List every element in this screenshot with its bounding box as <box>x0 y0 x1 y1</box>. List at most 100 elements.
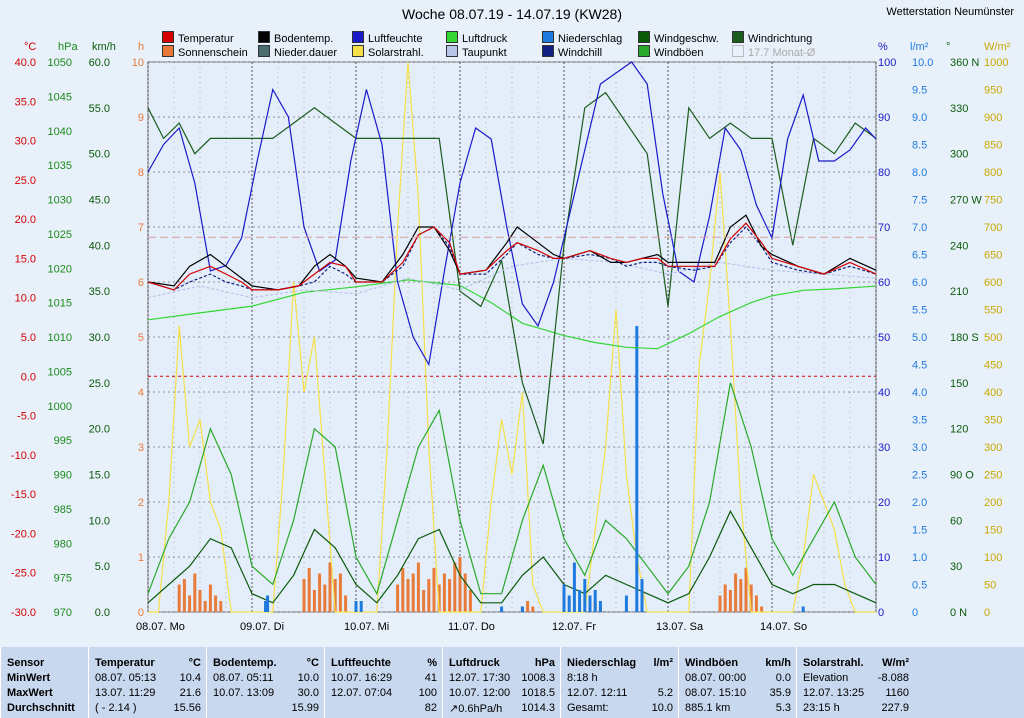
precip_lm2-tick: 1.5 <box>912 525 927 537</box>
niederschlag-bar <box>624 595 628 612</box>
niederschlag-bar <box>583 579 587 612</box>
stats-avg-value: 82 <box>424 702 437 714</box>
sonnenschein-bar <box>338 573 342 612</box>
stats-avg-time: ↗0.6hPa/h <box>449 703 503 715</box>
sonnenschein-bar <box>442 573 446 612</box>
sonnenschein-bar <box>760 606 764 612</box>
temp_c-tick: 20.0 <box>15 214 36 226</box>
stats-table: Sensor MinWert MaxWert Durchschnitt Temperat… <box>0 647 1024 718</box>
legend-swatch <box>542 31 554 43</box>
winddir_deg-tick: 30 <box>950 561 962 573</box>
legend-label: Taupunkt <box>462 47 507 59</box>
solar_wm2-tick: 250 <box>984 470 1002 482</box>
windgeschw-line <box>147 509 877 604</box>
stats-column-unit: l/m² <box>653 657 673 669</box>
humidity_pct-tick: 90 <box>878 112 890 124</box>
legend-item[interactable]: Windrichtung <box>732 31 812 45</box>
winddir_deg-tick: 360 N <box>950 57 979 69</box>
stats-min-time: Elevation <box>803 672 849 684</box>
legend-label: Temperatur <box>178 33 234 45</box>
sun_h-tick: 0 <box>138 607 144 619</box>
stats-max-value: 1160 <box>885 687 909 699</box>
temp_c-tick: -30.0 <box>11 607 36 619</box>
sonnenschein-bar <box>531 606 535 612</box>
legend-item[interactable]: Nieder.dauer <box>258 45 337 59</box>
niederschlag-bar <box>359 601 363 612</box>
legend-item[interactable]: Windchill <box>542 45 602 59</box>
sonnenschein-bar <box>416 562 420 612</box>
legend-item[interactable]: Sonnenschein <box>162 45 248 59</box>
stats-column-title: Luftfeuchte <box>331 657 391 669</box>
solar_wm2-tick: 300 <box>984 442 1002 454</box>
legend-item[interactable]: Bodentemp. <box>258 31 333 45</box>
stats-avg-value: 1014.3 <box>521 702 555 714</box>
solar_wm2-tick: 150 <box>984 525 1002 537</box>
sun_h-unit: h <box>138 41 144 53</box>
stats-avg-value: 5.3 <box>775 702 791 714</box>
solar_wm2-tick: 1000 <box>984 57 1008 69</box>
legend-label: 17.7 Monat-Ø <box>748 47 816 59</box>
sonnenschein-bar <box>422 590 426 612</box>
stats-max-time: 08.07. 15:10 <box>685 687 747 699</box>
sonnenschein-bar <box>749 584 753 612</box>
legend-item[interactable]: Windböen <box>638 45 704 59</box>
solar_wm2-tick: 350 <box>984 415 1002 427</box>
wind_kmh-tick: 35.0 <box>89 286 110 298</box>
sonnenschein-bar <box>318 573 322 612</box>
legend-label: Windgeschw. <box>654 33 719 45</box>
stats-min-time: 08.07. 05:13 <box>95 672 157 684</box>
stats-label-max: MaxWert <box>7 687 53 699</box>
sonnenschein-bar <box>437 584 441 612</box>
winddir_deg-tick: 60 <box>950 515 962 527</box>
sonnenschein-bar <box>198 590 202 612</box>
sonnenschein-bar <box>734 573 738 612</box>
legend-item[interactable]: Luftdruck <box>446 31 507 45</box>
sonnenschein-bar <box>312 590 316 612</box>
stats-min-time: 10.07. 16:29 <box>331 672 393 684</box>
humidity_pct-tick: 20 <box>878 497 890 509</box>
stats-avg-value: 10.0 <box>651 702 673 714</box>
precip_lm2-unit: l/m² <box>910 41 929 53</box>
wind_kmh-tick: 50.0 <box>89 149 110 161</box>
stats-min-value: 0.0 <box>775 672 791 684</box>
pressure_hpa-tick: 980 <box>54 538 72 550</box>
solar_wm2-tick: 600 <box>984 277 1002 289</box>
legend-item[interactable]: Luftfeuchte <box>352 31 422 45</box>
stats-avg-value: 15.99 <box>291 702 319 714</box>
stats-max-time: 12.07. 13:25 <box>803 687 865 699</box>
sonnenschein-bar <box>723 584 727 612</box>
niederschlag-bar <box>572 562 576 612</box>
pressure_hpa-tick: 1050 <box>48 57 72 69</box>
niederschlag-bar <box>567 595 571 612</box>
legend-item[interactable]: Temperatur <box>162 31 234 45</box>
station-name: Wetterstation Neumünster <box>886 6 1014 18</box>
pressure_hpa-tick: 1010 <box>48 332 72 344</box>
legend-item[interactable]: Niederschlag <box>542 31 622 45</box>
solar_wm2-tick: 950 <box>984 85 1002 97</box>
legend-item[interactable]: Solarstrahl. <box>352 45 424 59</box>
temp_c-tick: -25.0 <box>11 568 36 580</box>
precip_lm2-tick: 0.5 <box>912 580 927 592</box>
winddir_deg-tick: 240 <box>950 240 968 252</box>
sun_h-tick: 2 <box>138 497 144 509</box>
stats-max-time: 10.07. 12:00 <box>449 687 511 699</box>
winddir_deg-tick: 120 <box>950 424 968 436</box>
sonnenschein-bar <box>307 568 311 612</box>
stats-min-time: 12.07. 17:30 <box>449 672 511 684</box>
legend-item[interactable]: 17.7 Monat-Ø <box>732 45 815 59</box>
legend-item[interactable]: Taupunkt <box>446 45 507 59</box>
stats-labels: Sensor MinWert MaxWert Durchschnitt <box>0 647 87 718</box>
legend-item[interactable]: Windgeschw. <box>638 31 719 45</box>
stats-max-value: 5.2 <box>657 687 673 699</box>
niederschlag-bar <box>598 601 602 612</box>
luftdruck-line <box>147 279 877 350</box>
stats-max-value: 100 <box>418 687 437 699</box>
pressure_hpa-tick: 1025 <box>48 229 72 241</box>
stats-avg-time: ( - 2.14 ) <box>95 702 137 714</box>
sonnenschein-bar <box>203 601 207 612</box>
stats-column-title: Niederschlag <box>567 657 637 669</box>
wind_kmh-unit: km/h <box>92 41 116 53</box>
legend-label: Nieder.dauer <box>274 47 337 59</box>
pressure_hpa-tick: 975 <box>54 573 72 585</box>
temp_c-tick: 30.0 <box>15 136 36 148</box>
